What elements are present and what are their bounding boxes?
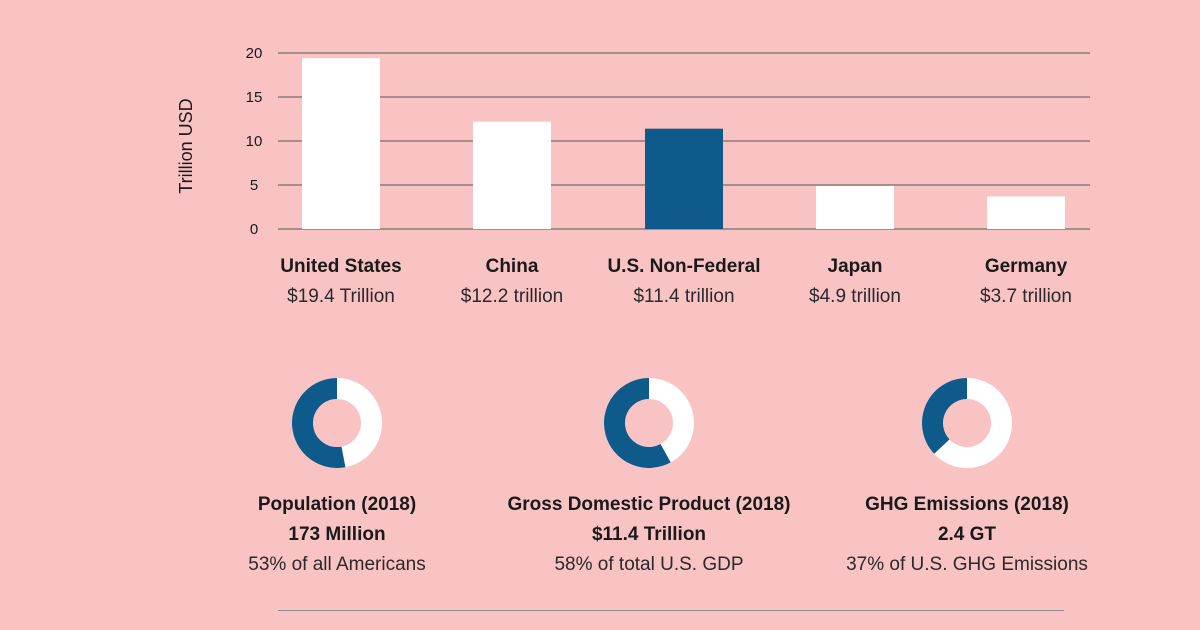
- donut-share-slice: [604, 378, 671, 468]
- category-name: Germany: [984, 256, 1068, 277]
- category-label-block: China $12.2 trillion: [412, 252, 612, 312]
- bottom-divider: [278, 610, 1064, 611]
- category-label-block: U.S. Non-Federal $11.4 trillion: [584, 252, 784, 312]
- category-value-label: $12.2 trillion: [460, 286, 564, 307]
- ghg-value: 2.4 GT: [937, 524, 997, 545]
- y-tick-label: 5: [250, 177, 258, 194]
- population-subtitle: 53% of all Americans: [248, 554, 426, 575]
- gdp-title: Gross Domestic Product (2018): [507, 494, 791, 515]
- category-label-block: Germany $3.7 trillion: [926, 252, 1126, 312]
- gdp-donut-block: Gross Domestic Product (2018) $11.4 Tril…: [479, 378, 819, 580]
- bar-china: [473, 121, 551, 229]
- category-value-label: $3.7 trillion: [980, 286, 1072, 307]
- ghg-title: GHG Emissions (2018): [865, 494, 1069, 515]
- category-name: U.S. Non-Federal: [607, 256, 761, 277]
- bar-germany: [987, 196, 1065, 229]
- category-label-block: Japan $4.9 trillion: [755, 252, 955, 312]
- bar-japan: [816, 185, 894, 229]
- bar-chart: Trillion USD 0 5 10 15 20: [176, 45, 1090, 238]
- donut-share-slice: [292, 378, 346, 468]
- donut-share-slice: [922, 378, 968, 454]
- y-axis-label: Trillion USD: [176, 98, 196, 193]
- y-tick-label: 20: [246, 45, 263, 62]
- category-name: China: [485, 256, 539, 277]
- population-title: Population (2018): [257, 494, 417, 515]
- category-label-block: United States $19.4 Trillion: [241, 252, 441, 312]
- ghg-subtitle: 37% of U.S. GHG Emissions: [846, 554, 1088, 575]
- bar-u-s-non-federal: [645, 128, 723, 229]
- category-value-label: $11.4 trillion: [633, 286, 735, 307]
- y-tick-label: 15: [246, 89, 263, 106]
- gdp-value: $11.4 Trillion: [591, 524, 707, 545]
- ghg-donut: [922, 378, 1012, 468]
- population-donut-block: Population (2018) 173 Million 53% of all…: [167, 378, 507, 580]
- y-tick-label: 0: [250, 221, 258, 238]
- y-tick-label: 10: [246, 133, 263, 150]
- bar-united-states: [302, 58, 380, 229]
- category-name: Japan: [827, 256, 883, 277]
- population-donut: [292, 378, 382, 468]
- gdp-donut: [604, 378, 694, 468]
- population-value: 173 Million: [288, 524, 386, 545]
- category-value-label: $4.9 trillion: [809, 286, 901, 307]
- category-value-label: $19.4 Trillion: [287, 286, 395, 307]
- gdp-subtitle: 58% of total U.S. GDP: [554, 554, 744, 575]
- ghg-donut-block: GHG Emissions (2018) 2.4 GT 37% of U.S. …: [797, 378, 1137, 580]
- category-name: United States: [280, 256, 402, 277]
